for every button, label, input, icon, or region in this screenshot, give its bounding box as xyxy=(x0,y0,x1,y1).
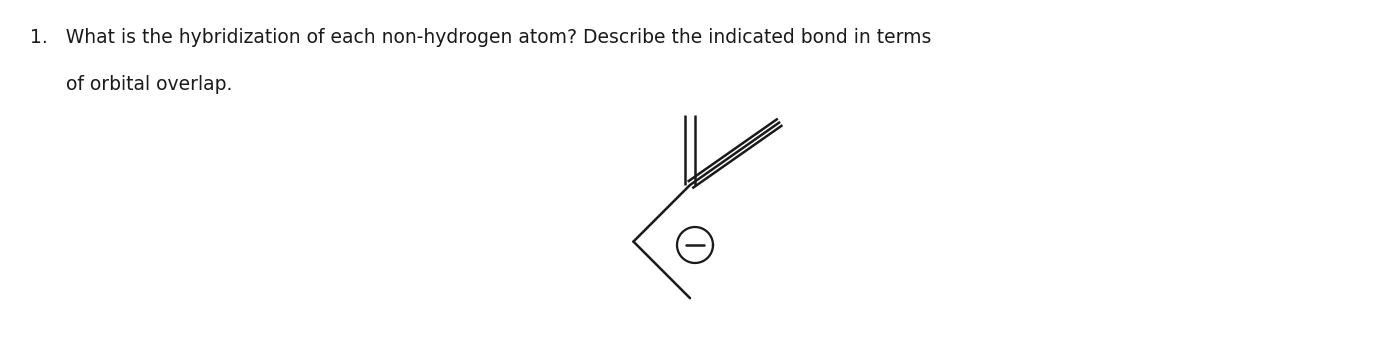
Text: of orbital overlap.: of orbital overlap. xyxy=(31,75,232,94)
Text: 1.   What is the hybridization of each non-hydrogen atom? Describe the indicated: 1. What is the hybridization of each non… xyxy=(31,28,931,47)
